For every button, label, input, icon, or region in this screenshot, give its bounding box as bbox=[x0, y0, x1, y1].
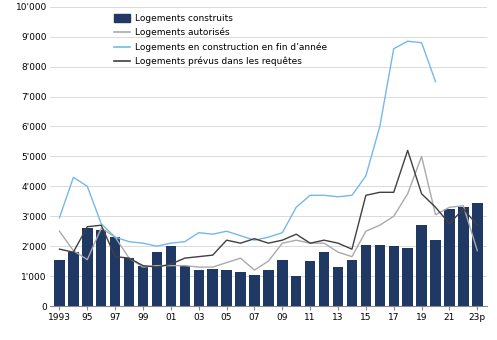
Bar bbox=[207, 269, 218, 306]
Bar bbox=[82, 228, 92, 306]
Bar bbox=[305, 261, 316, 306]
Bar bbox=[221, 270, 232, 306]
Bar bbox=[291, 276, 302, 306]
Bar bbox=[361, 245, 371, 306]
Bar bbox=[375, 245, 385, 306]
Bar bbox=[333, 267, 343, 306]
Bar bbox=[277, 260, 288, 306]
Bar bbox=[179, 266, 190, 306]
Bar bbox=[138, 266, 148, 306]
Bar bbox=[193, 270, 204, 306]
Bar bbox=[389, 246, 399, 306]
Bar bbox=[235, 272, 246, 306]
Bar bbox=[249, 275, 259, 306]
Bar bbox=[166, 246, 176, 306]
Bar bbox=[458, 207, 469, 306]
Bar bbox=[54, 260, 65, 306]
Bar bbox=[472, 203, 483, 306]
Bar bbox=[124, 258, 134, 306]
Bar bbox=[347, 260, 357, 306]
Bar bbox=[110, 237, 120, 306]
Legend: Logements construits, Logements autorisés, Logements en construction en fin d’an: Logements construits, Logements autorisé… bbox=[111, 11, 330, 69]
Bar bbox=[68, 252, 79, 306]
Bar bbox=[96, 230, 106, 306]
Bar bbox=[430, 240, 441, 306]
Bar bbox=[444, 209, 455, 306]
Bar bbox=[403, 248, 413, 306]
Bar bbox=[319, 252, 330, 306]
Bar bbox=[416, 225, 427, 306]
Bar bbox=[152, 252, 162, 306]
Bar bbox=[263, 270, 274, 306]
